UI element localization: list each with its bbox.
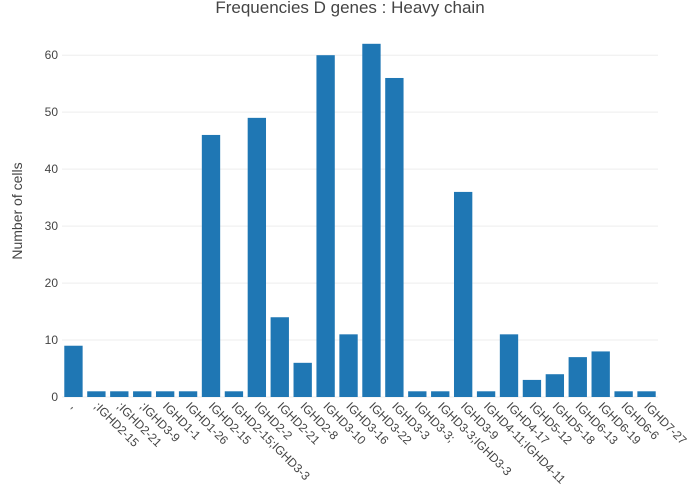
- bar: [453, 191, 473, 397]
- bar: [270, 317, 289, 397]
- bar: [499, 334, 519, 397]
- bar: [591, 351, 610, 397]
- y-tick-label: 0: [51, 390, 58, 404]
- bar: [362, 43, 381, 398]
- bar: [87, 391, 106, 397]
- bar: [247, 117, 267, 398]
- bar: [408, 391, 427, 397]
- chart-title: Frequencies D genes : Heavy chain: [215, 0, 484, 17]
- y-tick-label: 40: [45, 162, 59, 176]
- bar: [385, 77, 404, 397]
- y-tick-label: 10: [45, 333, 59, 347]
- y-tick-label: 50: [45, 105, 59, 119]
- y-axis-label: Number of cells: [9, 162, 25, 259]
- bar: [293, 362, 312, 397]
- bar: [568, 357, 587, 397]
- y-tick-label: 20: [45, 276, 59, 290]
- y-tick-label: 30: [45, 219, 59, 233]
- bar: [155, 391, 175, 397]
- bar: [545, 374, 565, 397]
- bar: [339, 334, 358, 397]
- bar: [316, 55, 335, 397]
- bar: [431, 391, 450, 397]
- bar: [201, 134, 221, 397]
- bar: [133, 391, 152, 397]
- bar: [522, 379, 542, 397]
- bar: [178, 391, 198, 397]
- bar: [64, 345, 83, 397]
- y-tick-label: 60: [45, 48, 59, 62]
- bar: [224, 391, 244, 397]
- bar: [637, 391, 656, 397]
- x-tick-label: ,: [68, 399, 80, 411]
- bar: [110, 391, 129, 397]
- bar: [476, 391, 496, 397]
- bar: [614, 391, 633, 397]
